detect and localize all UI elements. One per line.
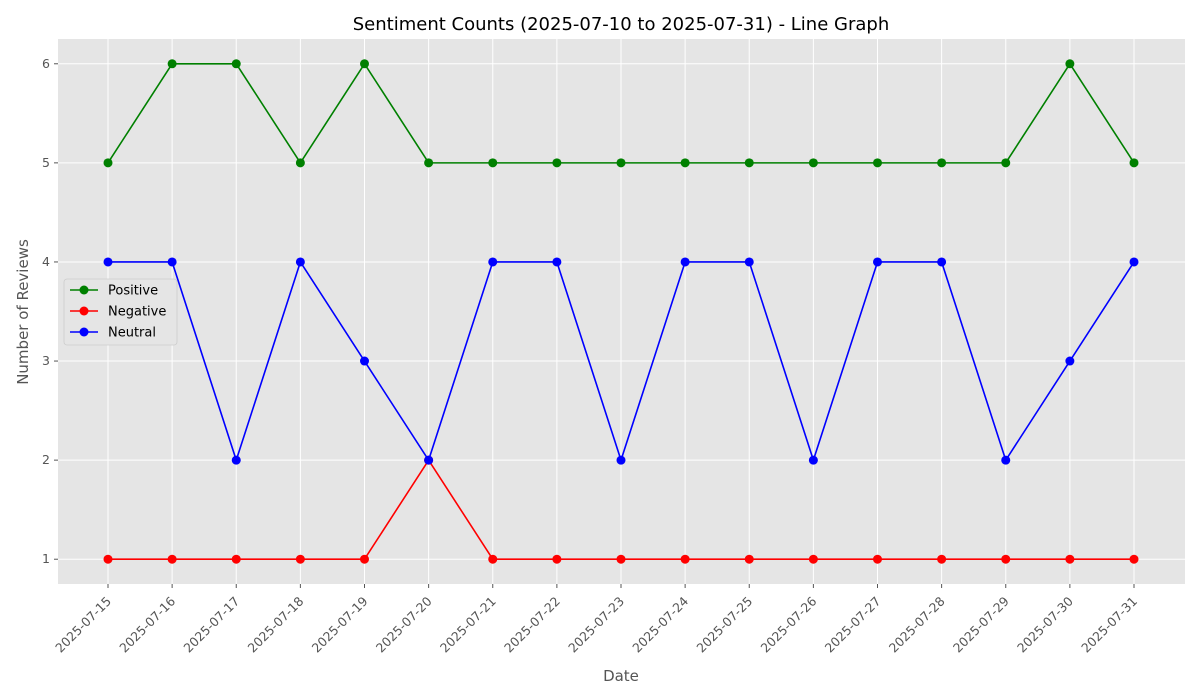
data-point-neutral — [103, 257, 113, 267]
data-point-neutral — [1001, 455, 1011, 465]
y-tick-label: 4 — [42, 254, 50, 269]
data-point-negative — [1129, 554, 1139, 564]
x-tick-label: 2025-07-21 — [437, 594, 499, 656]
y-tick-label: 2 — [42, 452, 50, 467]
x-tick-label: 2025-07-27 — [822, 594, 884, 656]
legend-entries: Positive Negative Neutral — [70, 284, 166, 341]
data-point-neutral — [616, 455, 626, 465]
data-point-negative — [1001, 554, 1011, 564]
data-point-negative — [873, 554, 882, 564]
data-point-neutral — [808, 455, 818, 465]
y-tick-labels: 1 2 3 4 5 6 — [42, 56, 58, 566]
data-point-positive — [360, 59, 369, 69]
data-point-positive — [873, 158, 882, 168]
legend-item-positive: Positive — [70, 284, 158, 299]
grid-lines — [58, 39, 1185, 584]
data-point-positive — [744, 158, 754, 168]
data-point-negative — [231, 554, 241, 564]
data-point-neutral — [744, 257, 754, 267]
data-point-negative — [488, 554, 498, 564]
data-point-positive — [1129, 158, 1139, 168]
data-point-neutral — [167, 257, 177, 267]
data-point-neutral — [873, 257, 882, 267]
series-positive — [103, 59, 1139, 168]
y-tick-label: 3 — [42, 353, 50, 368]
series-layer — [103, 59, 1139, 564]
legend-marker-swatch — [79, 327, 89, 337]
series-negative — [103, 455, 1139, 564]
x-tick-label: 2025-07-20 — [373, 593, 435, 655]
data-point-negative — [167, 554, 177, 564]
data-point-positive — [1065, 59, 1075, 69]
x-axis-label: Date — [603, 667, 639, 685]
data-point-neutral — [424, 455, 434, 465]
y-tick-label: 5 — [42, 155, 50, 170]
data-point-neutral — [552, 257, 562, 267]
data-point-negative — [680, 554, 690, 564]
legend-box — [63, 278, 178, 346]
data-point-neutral — [1129, 257, 1139, 267]
data-point-negative — [103, 554, 113, 564]
data-point-negative — [360, 554, 369, 564]
x-tick-label: 2025-07-22 — [501, 594, 563, 656]
data-point-neutral — [295, 257, 305, 267]
data-point-negative — [937, 554, 947, 564]
x-tick-label: 2025-07-30 — [1014, 593, 1076, 655]
data-point-neutral — [231, 455, 241, 465]
x-tick-label: 2025-07-17 — [180, 594, 242, 656]
data-point-positive — [616, 158, 626, 168]
data-point-positive — [103, 158, 113, 168]
data-point-positive — [552, 158, 562, 168]
legend-label: Positive — [108, 284, 158, 299]
y-tick-label: 1 — [42, 551, 50, 566]
data-point-neutral — [937, 257, 947, 267]
data-point-positive — [424, 158, 434, 168]
chart-title: Sentiment Counts (2025-07-10 to 2025-07-… — [353, 14, 889, 35]
data-point-neutral — [360, 356, 369, 366]
data-point-positive — [295, 158, 305, 168]
x-tick-label: 2025-07-19 — [309, 593, 371, 655]
legend-marker-swatch — [79, 306, 89, 316]
data-point-negative — [1065, 554, 1075, 564]
data-point-neutral — [1065, 356, 1075, 366]
data-point-neutral — [680, 257, 690, 267]
y-axis-label: Number of Reviews — [14, 239, 32, 385]
data-point-positive — [167, 59, 177, 69]
x-tick-label: 2025-07-26 — [758, 593, 820, 655]
data-point-negative — [295, 554, 305, 564]
data-point-neutral — [488, 257, 498, 267]
legend-item-neutral: Neutral — [70, 326, 156, 341]
legend-marker-swatch — [79, 285, 89, 295]
x-tick-label: 2025-07-28 — [886, 593, 948, 655]
data-point-positive — [937, 158, 947, 168]
x-tick-label: 2025-07-25 — [693, 594, 755, 656]
legend-label: Neutral — [108, 326, 156, 341]
legend-item-negative: Negative — [70, 305, 166, 320]
x-tick-label: 2025-07-24 — [629, 593, 691, 655]
y-tick-label: 6 — [42, 56, 50, 71]
x-tick-label: 2025-07-15 — [52, 594, 114, 656]
data-point-positive — [488, 158, 498, 168]
data-point-negative — [808, 554, 818, 564]
data-point-positive — [808, 158, 818, 168]
data-point-negative — [552, 554, 562, 564]
data-point-negative — [744, 554, 754, 564]
x-tick-label: 2025-07-18 — [245, 593, 307, 655]
data-point-positive — [231, 59, 241, 69]
data-point-positive — [680, 158, 690, 168]
x-tick-labels: 2025-07-15 2025-07-16 2025-07-17 2025-07-18… — [52, 584, 1140, 655]
data-point-negative — [616, 554, 626, 564]
x-tick-label: 2025-07-31 — [1078, 594, 1140, 656]
x-tick-label: 2025-07-16 — [116, 593, 178, 655]
legend-label: Negative — [108, 305, 166, 320]
data-point-positive — [1001, 158, 1011, 168]
series-neutral — [103, 257, 1139, 465]
x-tick-label: 2025-07-29 — [950, 593, 1012, 655]
x-tick-label: 2025-07-23 — [565, 594, 627, 656]
legend: Positive Negative Neutral — [63, 278, 178, 346]
